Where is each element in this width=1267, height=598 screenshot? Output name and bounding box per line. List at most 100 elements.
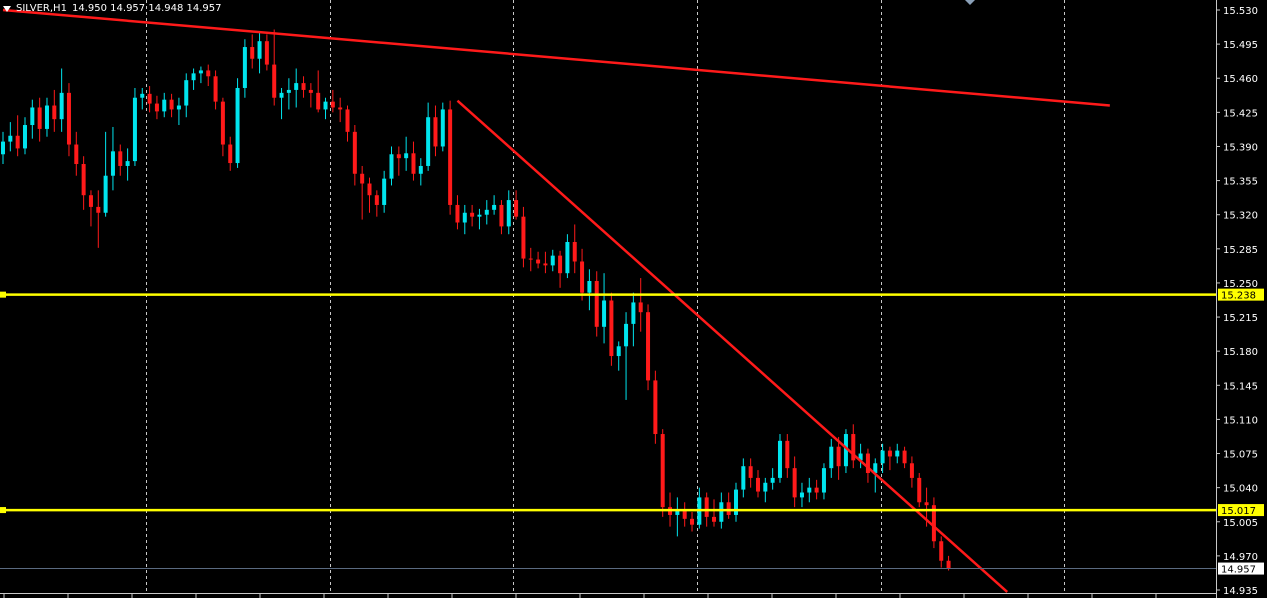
candle-bull	[821, 468, 826, 493]
candle-bear	[345, 109, 350, 132]
candle-bull	[404, 153, 409, 159]
candle-bull	[631, 302, 636, 324]
level-price-tag	[1218, 504, 1264, 517]
level-price-tag	[1218, 288, 1264, 301]
candle-bear	[917, 477, 922, 503]
candle-bull	[873, 463, 878, 474]
candle-bear	[52, 105, 57, 120]
level-handle[interactable]	[0, 291, 6, 298]
candle-bear	[690, 518, 695, 525]
candle-bear	[865, 453, 870, 474]
candle-bear	[74, 144, 79, 165]
candle-bear	[682, 509, 687, 519]
candle-bull	[382, 178, 387, 205]
candle-bear	[250, 47, 255, 59]
candle-bull	[880, 450, 885, 464]
level-handle[interactable]	[0, 507, 6, 514]
candle-bull	[132, 97, 137, 162]
candle-bull	[140, 93, 145, 98]
candle-bear	[543, 263, 548, 266]
candle-bear	[521, 216, 526, 259]
horizontal-levels[interactable]: 15.238 15.017	[0, 288, 1264, 570]
price-tick-label: 15.040	[1223, 484, 1258, 495]
candle-bear	[15, 135, 20, 149]
candle-bear	[96, 206, 101, 213]
candle-bull	[858, 453, 863, 461]
candle-bear	[330, 101, 335, 108]
candle-bear	[909, 463, 914, 478]
candle-bear	[924, 502, 929, 506]
candle-bull	[807, 487, 812, 493]
candle-bear	[360, 173, 365, 184]
price-tick-label: 14.970	[1223, 552, 1258, 563]
candle-bull	[719, 502, 724, 522]
candle-bear	[836, 446, 841, 467]
candle-bull	[30, 107, 35, 126]
candle-bear	[470, 212, 475, 217]
candle-bull	[191, 73, 196, 81]
candle-bear	[931, 505, 936, 542]
candle-bear	[528, 258, 533, 260]
candle-bear	[946, 560, 951, 569]
candle-bull	[741, 466, 746, 490]
candle-bull	[484, 209, 489, 215]
candle-bull	[587, 280, 592, 293]
candle-bull	[602, 300, 607, 327]
candle-bull	[492, 204, 497, 210]
candle-bear	[308, 89, 313, 93]
diamond-marker-icon[interactable]	[965, 0, 975, 5]
candle-bear	[272, 64, 277, 98]
price-tick-label: 15.215	[1223, 313, 1258, 324]
candle-bear	[66, 92, 71, 145]
candle-bear	[660, 434, 665, 508]
candle-bear	[814, 487, 819, 493]
candle-bear	[902, 450, 907, 464]
candle-bull	[565, 242, 570, 274]
candle-bear	[851, 434, 856, 461]
trendline-long[interactable]	[2, 8, 1110, 107]
candle-bull	[763, 482, 768, 492]
price-tick-label: 15.390	[1223, 142, 1258, 153]
candle-bear	[213, 76, 218, 102]
candle-bull	[734, 489, 738, 515]
price-tick-label: 15.075	[1223, 450, 1258, 461]
price-tick-label: 15.145	[1223, 381, 1258, 392]
candle-bull	[8, 135, 13, 142]
price-tick-label: 15.495	[1223, 40, 1258, 51]
candle-bear	[374, 195, 379, 205]
level-price-label: 15.238	[1221, 291, 1256, 302]
candle-bear	[609, 300, 614, 357]
candle-bear	[338, 107, 343, 110]
candle-bull	[286, 89, 291, 93]
candle-bear	[704, 497, 709, 517]
candle-bull	[242, 47, 247, 88]
candle-bear	[455, 204, 460, 223]
candle-bull	[198, 70, 203, 74]
candle-bear	[37, 107, 42, 129]
triangle-down-icon[interactable]	[3, 6, 11, 12]
price-tick-label: 15.460	[1223, 74, 1258, 85]
candle-bull	[440, 109, 445, 147]
candle-bull	[44, 105, 49, 129]
price-tick-label: 15.530	[1223, 6, 1258, 17]
candle-bull	[624, 323, 629, 347]
candle-bear	[301, 83, 306, 90]
candle-bull	[799, 492, 804, 498]
candle-bear	[220, 101, 225, 145]
candle-bull	[506, 200, 511, 227]
candle-bear	[81, 164, 86, 196]
candle-bull	[462, 212, 467, 223]
candle-bull	[616, 346, 621, 357]
candle-bear	[755, 477, 760, 492]
candle-bull	[550, 255, 555, 266]
candle-bear	[748, 466, 753, 478]
candle-bull	[59, 92, 64, 120]
candle-bear	[792, 468, 797, 498]
price-tick-label: 15.110	[1223, 415, 1258, 426]
candle-bear	[367, 183, 372, 196]
candle-bull	[1, 141, 5, 155]
bid-price-tag	[1218, 562, 1264, 575]
price-tick-label: 15.180	[1223, 347, 1258, 358]
